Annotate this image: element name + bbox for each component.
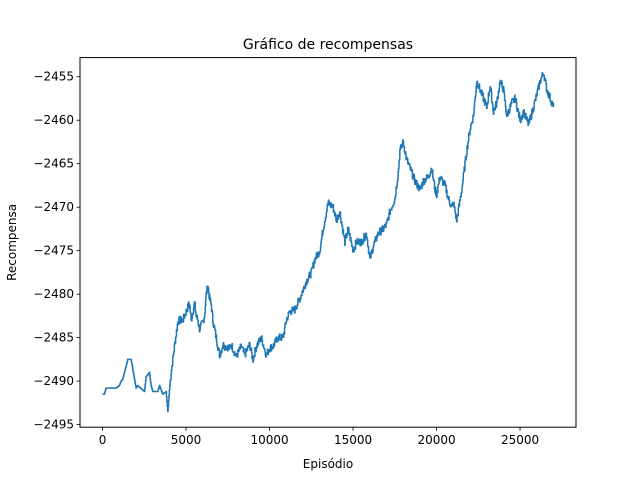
plot-frame	[79, 57, 577, 428]
y-tick-label: −2475	[33, 244, 74, 258]
y-tick-label: −2480	[33, 287, 74, 301]
x-tick-label: 15000	[334, 433, 372, 447]
chart-title: Gráfico de recompensas	[243, 37, 413, 53]
x-tick-label: 5000	[171, 433, 202, 447]
y-tick-label: −2485	[33, 331, 74, 345]
y-tick-label: −2455	[33, 70, 74, 84]
x-axis-title: Episódio	[303, 457, 353, 471]
y-tick-label: −2460	[33, 113, 74, 127]
plot-area	[80, 57, 576, 428]
y-tick-label: −2490	[33, 374, 74, 388]
y-tick-label: −2465	[33, 157, 74, 171]
x-tick-label: 0	[99, 433, 107, 447]
x-tick-label: 20000	[417, 433, 455, 447]
data-line-layer	[102, 71, 555, 413]
y-tick-label: −2495	[33, 418, 74, 432]
x-axis-ticks: 0 5000 10000 15000 20000 25000	[99, 427, 539, 447]
y-tick-label: −2470	[33, 200, 74, 214]
y-axis-title: Recompensa	[5, 204, 19, 281]
y-axis-ticks: −2495 −2490 −2485 −2480 −2475 −2470 −2465 −2460…	[33, 70, 80, 432]
x-tick-label: 25000	[501, 433, 539, 447]
reward-series-line	[102, 71, 555, 413]
x-tick-label: 10000	[250, 433, 288, 447]
